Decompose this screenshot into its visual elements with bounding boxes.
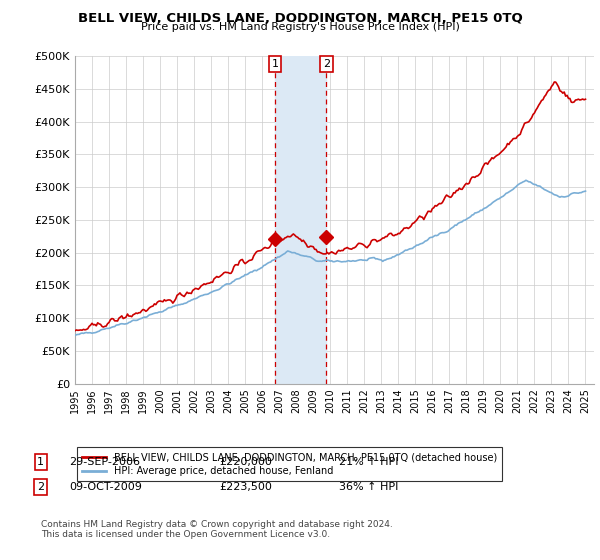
Text: 1: 1 bbox=[271, 59, 278, 69]
Text: 21% ↑ HPI: 21% ↑ HPI bbox=[339, 457, 398, 467]
Text: £220,000: £220,000 bbox=[219, 457, 272, 467]
Text: £223,500: £223,500 bbox=[219, 482, 272, 492]
Legend: BELL VIEW, CHILDS LANE, DODDINGTON, MARCH, PE15 0TQ (detached house), HPI: Avera: BELL VIEW, CHILDS LANE, DODDINGTON, MARC… bbox=[77, 447, 502, 481]
Text: 2: 2 bbox=[323, 59, 330, 69]
Text: 09-OCT-2009: 09-OCT-2009 bbox=[69, 482, 142, 492]
Text: BELL VIEW, CHILDS LANE, DODDINGTON, MARCH, PE15 0TQ: BELL VIEW, CHILDS LANE, DODDINGTON, MARC… bbox=[77, 12, 523, 25]
Text: 36% ↑ HPI: 36% ↑ HPI bbox=[339, 482, 398, 492]
Text: Contains HM Land Registry data © Crown copyright and database right 2024.
This d: Contains HM Land Registry data © Crown c… bbox=[41, 520, 392, 539]
Text: Price paid vs. HM Land Registry's House Price Index (HPI): Price paid vs. HM Land Registry's House … bbox=[140, 22, 460, 32]
Bar bbox=[275, 56, 326, 384]
Text: 2: 2 bbox=[37, 482, 44, 492]
Text: 1: 1 bbox=[37, 457, 44, 467]
Text: 29-SEP-2006: 29-SEP-2006 bbox=[69, 457, 140, 467]
